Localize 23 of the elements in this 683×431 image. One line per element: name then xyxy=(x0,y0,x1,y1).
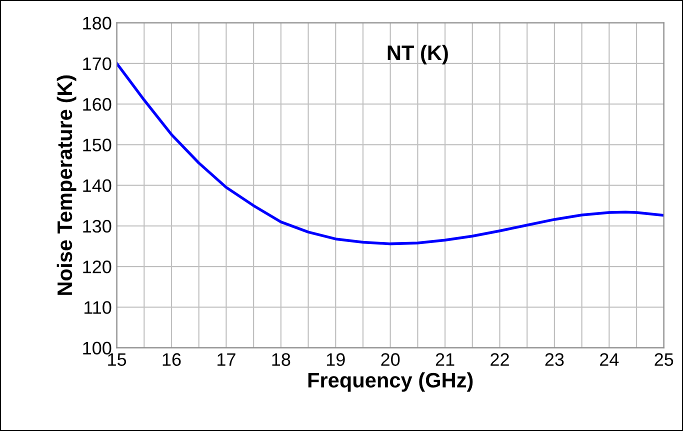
x-tick-label: 24 xyxy=(600,353,619,366)
y-tick-label: 130 xyxy=(83,220,112,233)
x-tick-label: 22 xyxy=(490,353,509,366)
y-tick-label: 180 xyxy=(83,16,112,30)
y-tick-label: 140 xyxy=(83,179,112,192)
x-tick-label: 15 xyxy=(108,353,126,366)
x-tick-label: 17 xyxy=(218,353,236,366)
y-tick-label: 120 xyxy=(83,260,112,274)
x-tick-label: 18 xyxy=(272,353,290,366)
x-tick-label: 19 xyxy=(326,353,345,366)
x-tick-label: 16 xyxy=(162,353,181,366)
y-tick-label: 150 xyxy=(83,138,112,152)
x-tick-label: 25 xyxy=(654,353,674,366)
y-tick-label: 100 xyxy=(83,342,112,355)
y-tick-label: 160 xyxy=(83,98,112,111)
y-tick-label: 170 xyxy=(83,57,112,70)
x-tick-label: 20 xyxy=(381,353,400,366)
text: NT (K) xyxy=(388,44,448,64)
y-tick-label: 110 xyxy=(84,301,112,314)
x-tick-label: 21 xyxy=(436,353,454,366)
x-axis-title: Frequency (GHz) xyxy=(308,372,473,392)
y-axis-title: Noise Temperature (K) xyxy=(56,75,76,295)
x-tick-label: 23 xyxy=(545,353,564,366)
